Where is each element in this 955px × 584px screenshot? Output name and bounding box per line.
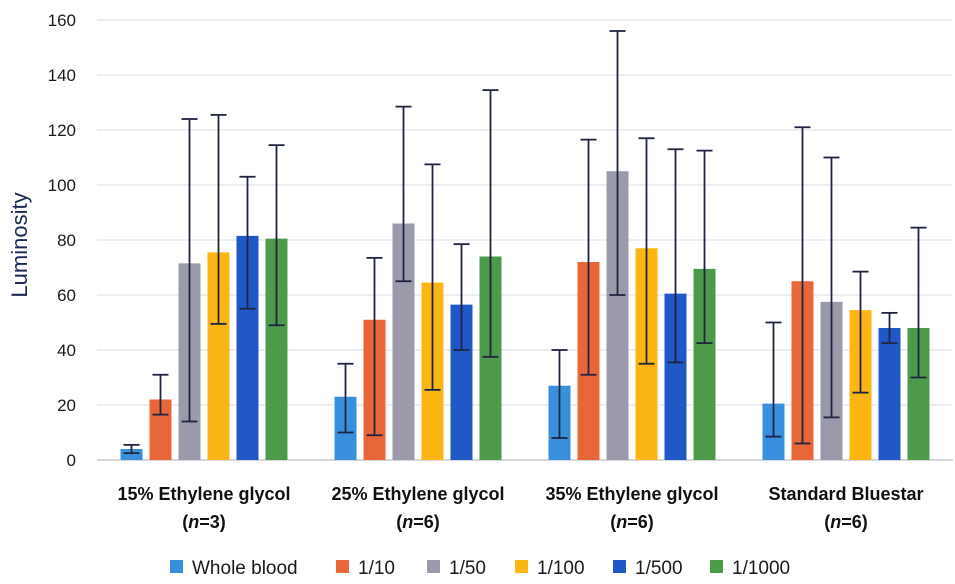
bar bbox=[236, 235, 259, 460]
y-tick-label: 40 bbox=[57, 341, 76, 360]
category-n-symbol: n bbox=[830, 512, 841, 532]
legend-swatch bbox=[515, 560, 528, 573]
category-label: Standard Bluestar bbox=[768, 484, 923, 504]
category-n-prefix: ( bbox=[824, 512, 830, 532]
bar bbox=[207, 252, 230, 460]
category-labels: 15% Ethylene glycol(n=3)25% Ethylene gly… bbox=[117, 484, 923, 532]
category-n-symbol: n bbox=[188, 512, 199, 532]
legend: Whole blood 1/10 1/50 1/100 1/500 1/1000 bbox=[170, 558, 790, 579]
category-n-suffix: =3) bbox=[199, 512, 226, 532]
category-label: 15% Ethylene glycol bbox=[117, 484, 290, 504]
legend-label: 1/50 bbox=[449, 558, 486, 579]
legend-swatch bbox=[336, 560, 349, 573]
legend-swatch bbox=[710, 560, 723, 573]
category-n-label: (n=6) bbox=[610, 512, 654, 532]
bar bbox=[120, 449, 143, 460]
category-n-prefix: ( bbox=[396, 512, 402, 532]
bars bbox=[120, 171, 930, 460]
y-tick-label: 120 bbox=[48, 121, 76, 140]
y-axis-title: Luminosity bbox=[7, 192, 32, 297]
bar bbox=[265, 238, 288, 460]
y-tick-label: 80 bbox=[57, 231, 76, 250]
category-n-suffix: =6) bbox=[841, 512, 868, 532]
y-tick-label: 160 bbox=[48, 11, 76, 30]
category-n-prefix: ( bbox=[610, 512, 616, 532]
category-n-symbol: n bbox=[402, 512, 413, 532]
y-axis-ticks: 0 20 40 60 80 100 120 140 160 bbox=[48, 11, 76, 470]
y-tick-label: 100 bbox=[48, 176, 76, 195]
category-label: 35% Ethylene glycol bbox=[545, 484, 718, 504]
legend-swatch bbox=[170, 560, 183, 573]
legend-swatch bbox=[613, 560, 626, 573]
legend-label: Whole blood bbox=[192, 558, 298, 579]
y-tick-label: 20 bbox=[57, 396, 76, 415]
legend-label: 1/1000 bbox=[732, 558, 790, 579]
bar bbox=[693, 268, 716, 460]
legend-swatch bbox=[427, 560, 440, 573]
legend-label: 1/10 bbox=[358, 558, 395, 579]
bar bbox=[606, 171, 629, 460]
category-n-label: (n=6) bbox=[396, 512, 440, 532]
category-label: 25% Ethylene glycol bbox=[331, 484, 504, 504]
y-tick-label: 140 bbox=[48, 66, 76, 85]
bar bbox=[907, 328, 930, 460]
bar bbox=[479, 256, 502, 460]
bar bbox=[664, 293, 687, 460]
category-n-prefix: ( bbox=[182, 512, 188, 532]
y-tick-label: 60 bbox=[57, 286, 76, 305]
category-n-suffix: =6) bbox=[413, 512, 440, 532]
bar bbox=[878, 328, 901, 460]
category-n-symbol: n bbox=[616, 512, 627, 532]
y-tick-label: 0 bbox=[67, 451, 76, 470]
category-n-label: (n=6) bbox=[824, 512, 868, 532]
bar bbox=[392, 223, 415, 460]
bar bbox=[450, 304, 473, 460]
legend-label: 1/500 bbox=[635, 558, 683, 579]
legend-label: 1/100 bbox=[537, 558, 585, 579]
category-n-label: (n=3) bbox=[182, 512, 226, 532]
error-bars bbox=[123, 30, 927, 455]
category-n-suffix: =6) bbox=[627, 512, 654, 532]
